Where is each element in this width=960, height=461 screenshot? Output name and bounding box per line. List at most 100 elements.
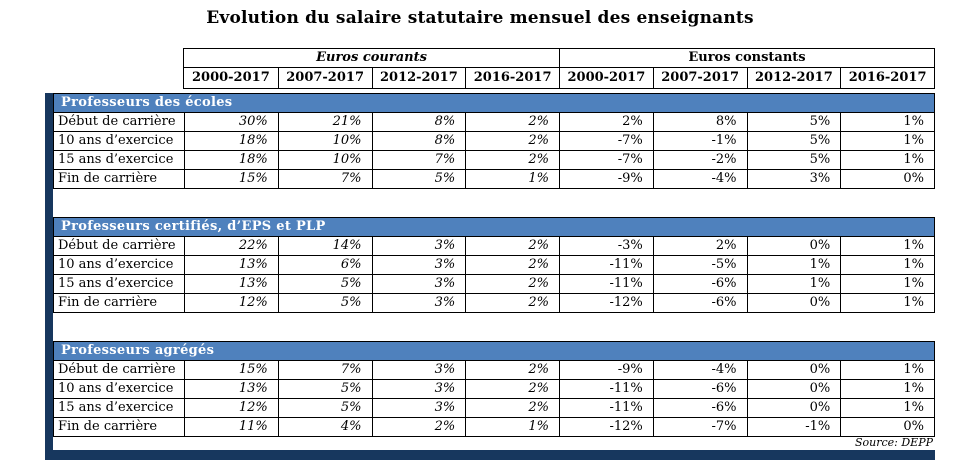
table-header: Euros courants Euros constants 2000-2017… (183, 48, 935, 89)
cell: 5% (746, 151, 841, 169)
cell: 2% (371, 418, 466, 436)
row-label: 10 ans d’exercice (58, 381, 174, 396)
table-row: 15 ans d’exercice 13% 5% 3% 2% -11% -6% … (54, 274, 934, 293)
cell: 1% (746, 275, 841, 293)
cell: -11% (559, 275, 653, 293)
cell: 5% (277, 294, 372, 312)
cell: 3% (371, 380, 466, 398)
column-group-row: Euros courants Euros constants (184, 49, 934, 67)
cell: 8% (371, 113, 466, 131)
cell: 5% (746, 132, 841, 150)
accent-bar (45, 450, 935, 460)
cell: 2% (465, 256, 559, 274)
cell: 5% (277, 275, 372, 293)
cell: -12% (559, 294, 653, 312)
salary-table: Euros courants Euros constants 2000-2017… (45, 48, 935, 460)
cell: 1% (840, 237, 934, 255)
table-row: 10 ans d’exercice 13% 6% 3% 2% -11% -5% … (54, 255, 934, 274)
cell: 3% (371, 256, 466, 274)
row-label: 10 ans d’exercice (58, 133, 174, 148)
year-header: 2016-2017 (840, 68, 934, 88)
cell: -3% (559, 237, 653, 255)
cell: -12% (559, 418, 653, 436)
cell: 3% (371, 237, 466, 255)
cell: 18% (184, 132, 278, 150)
row-label: Fin de carrière (58, 419, 158, 434)
cell: 3% (371, 294, 466, 312)
cell: -7% (559, 132, 653, 150)
cell: 1% (840, 256, 934, 274)
cell: -1% (652, 132, 747, 150)
accent-stripe (45, 93, 53, 460)
cell: 11% (184, 418, 278, 436)
cell: 5% (746, 113, 841, 131)
cell: 12% (184, 294, 278, 312)
cell: 1% (840, 275, 934, 293)
cell: 0% (746, 294, 841, 312)
group-header-euros-courants: Euros courants (316, 50, 427, 65)
cell: 13% (184, 380, 278, 398)
cell: 0% (746, 237, 841, 255)
cell: 1% (840, 113, 934, 131)
cell: 1% (840, 151, 934, 169)
table-row: 15 ans d’exercice 18% 10% 7% 2% -7% -2% … (54, 150, 934, 169)
source-note: Source: DEPP (854, 436, 933, 449)
year-header: 2000-2017 (559, 68, 653, 88)
cell: 10% (277, 151, 372, 169)
cell: 15% (184, 170, 278, 188)
cell: 2% (465, 132, 559, 150)
table-row: Début de carrière 22% 14% 3% 2% -3% 2% 0… (54, 236, 934, 255)
cell: 30% (184, 113, 278, 131)
cell: -11% (559, 380, 653, 398)
cell: 1% (840, 361, 934, 379)
cell: 2% (465, 113, 559, 131)
cell: -11% (559, 399, 653, 417)
cell: 7% (371, 151, 466, 169)
row-label: Début de carrière (58, 362, 176, 377)
table-row: 10 ans d’exercice 13% 5% 3% 2% -11% -6% … (54, 379, 934, 398)
cell: 12% (184, 399, 278, 417)
table-row: Fin de carrière 15% 7% 5% 1% -9% -4% 3% … (54, 169, 934, 188)
cell: 1% (840, 132, 934, 150)
cell: 1% (465, 418, 559, 436)
cell: 13% (184, 275, 278, 293)
cell: 0% (746, 380, 841, 398)
row-label: 15 ans d’exercice (58, 152, 174, 167)
year-header: 2007-2017 (277, 68, 372, 88)
cell: -6% (652, 294, 747, 312)
cell: 3% (746, 170, 841, 188)
cell: 3% (371, 275, 466, 293)
cell: 5% (277, 399, 372, 417)
cell: 2% (465, 380, 559, 398)
cell: -7% (652, 418, 747, 436)
cell: -2% (652, 151, 747, 169)
cell: 2% (465, 399, 559, 417)
table-row: Fin de carrière 11% 4% 2% 1% -12% -7% -1… (54, 417, 934, 436)
cell: 2% (465, 237, 559, 255)
cell: 2% (465, 361, 559, 379)
section-professeurs-certifies: Professeurs certifiés, d’EPS et PLP Débu… (53, 217, 935, 313)
section-header: Professeurs agrégés (54, 342, 934, 360)
cell: 10% (277, 132, 372, 150)
cell: 3% (371, 399, 466, 417)
cell: 0% (746, 399, 841, 417)
cell: -7% (559, 151, 653, 169)
cell: 6% (277, 256, 372, 274)
cell: -1% (746, 418, 841, 436)
section-header: Professeurs certifiés, d’EPS et PLP (54, 218, 934, 236)
table-row: 10 ans d’exercice 18% 10% 8% 2% -7% -1% … (54, 131, 934, 150)
cell: -6% (652, 275, 747, 293)
cell: 7% (277, 361, 372, 379)
row-label: 10 ans d’exercice (58, 257, 174, 272)
cell: 5% (371, 170, 466, 188)
cell: 8% (652, 113, 747, 131)
cell: -9% (559, 361, 653, 379)
cell: 2% (465, 275, 559, 293)
cell: 0% (840, 170, 934, 188)
cell: 1% (840, 399, 934, 417)
cell: -11% (559, 256, 653, 274)
table-row: Début de carrière 30% 21% 8% 2% 2% 8% 5%… (54, 112, 934, 131)
section-professeurs-des-ecoles: Professeurs des écoles Début de carrière… (53, 93, 935, 189)
cell: -5% (652, 256, 747, 274)
